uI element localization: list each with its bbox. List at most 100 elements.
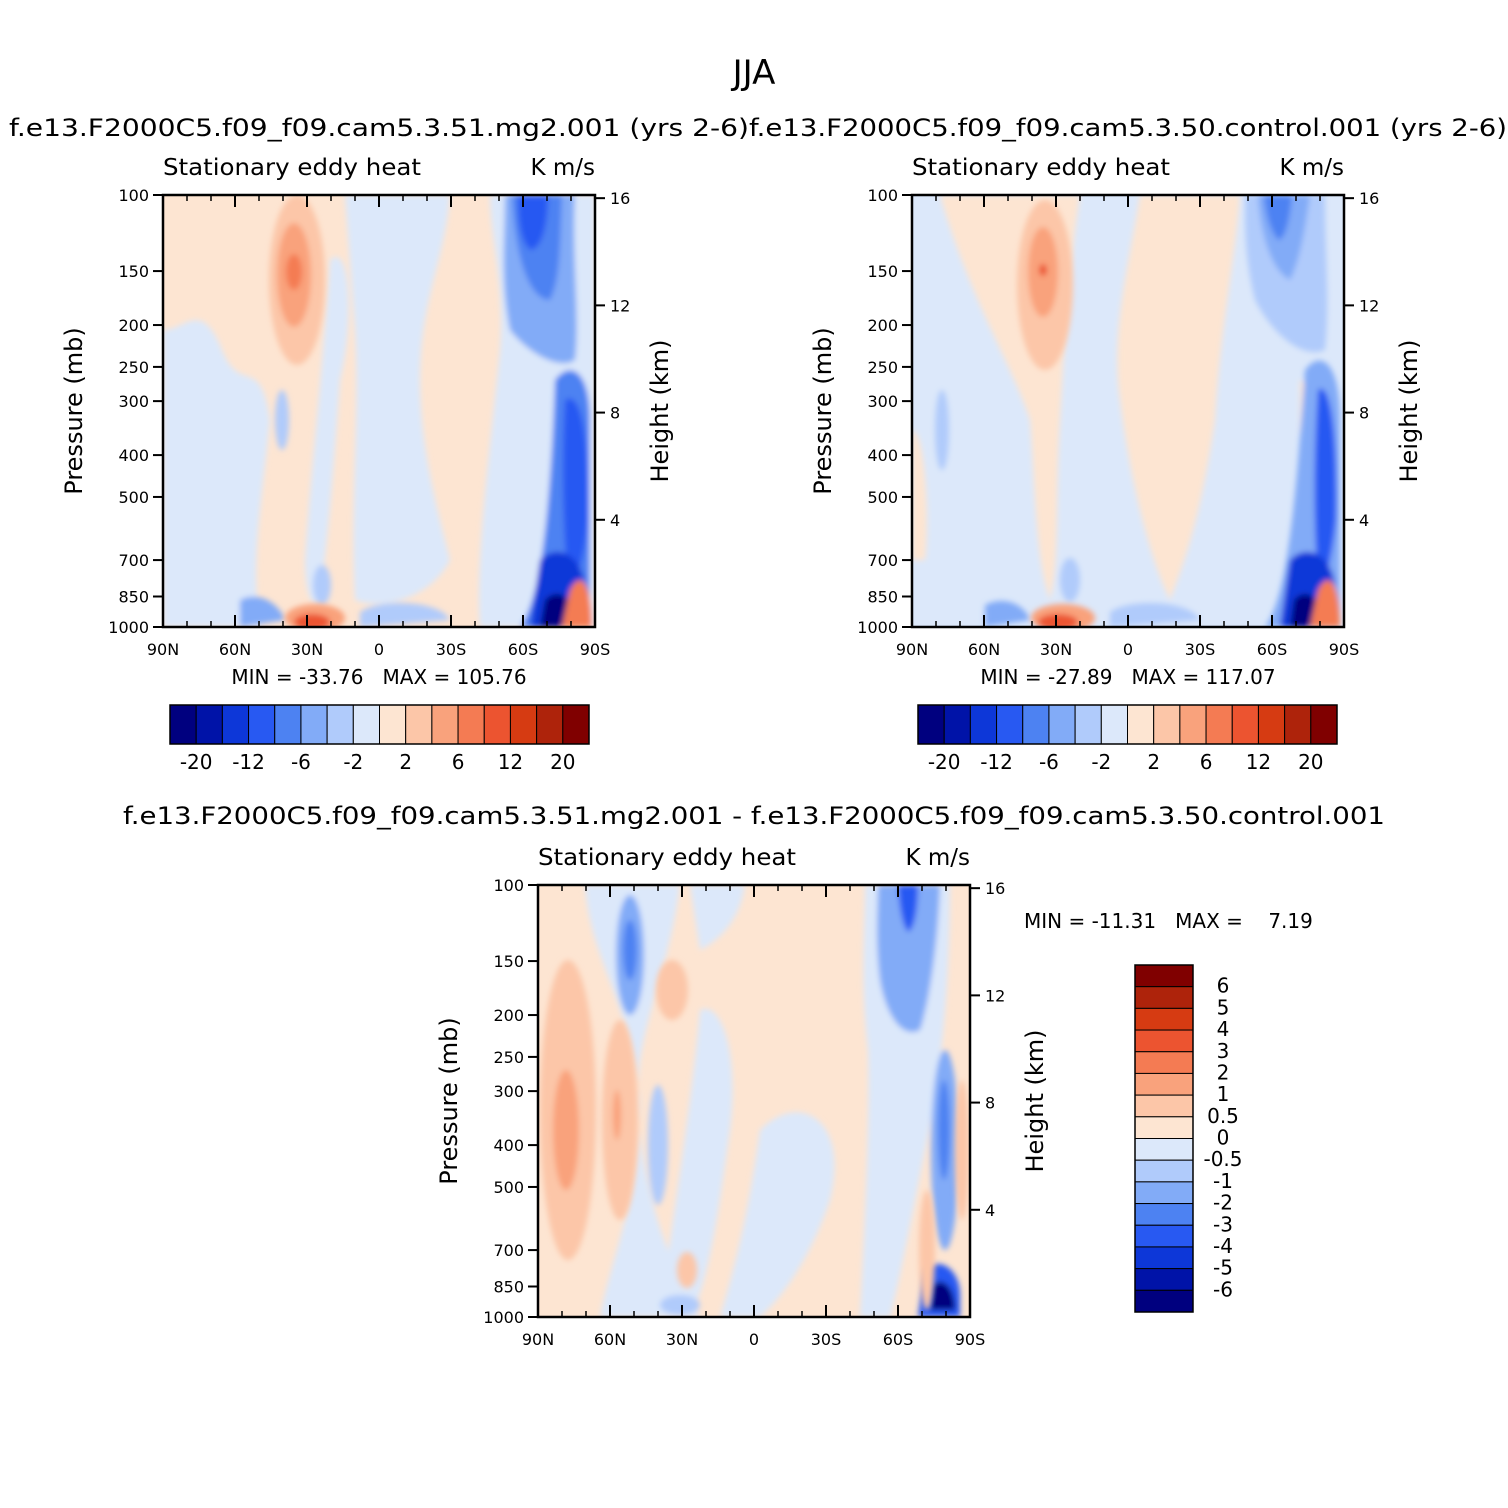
colorbar-label: 4 xyxy=(1217,1017,1230,1041)
panel-diff-red-core-4 xyxy=(613,1090,621,1140)
colorbar-swatch xyxy=(1134,1224,1194,1248)
panel-diff-y2label: Height (km) xyxy=(1021,1030,1049,1173)
page-title: JJA xyxy=(731,53,776,93)
colorbar-label: -20 xyxy=(928,750,961,774)
colorbar-swatch xyxy=(1134,1181,1194,1205)
panel-mg2-right-label: K m/s xyxy=(530,155,595,181)
y2-tick-label: 12 xyxy=(1359,296,1379,315)
colorbar-swatch xyxy=(1153,704,1181,745)
y-tick-label: 400 xyxy=(493,1136,524,1155)
panel-diff-red-upper xyxy=(656,960,688,1020)
panel-control-red-surface xyxy=(1310,580,1340,627)
colorbar-label: -3 xyxy=(1213,1212,1233,1236)
colorbar-label: 5 xyxy=(1217,995,1230,1019)
panel-mg2-axes: 100 150 200 250 300 400 500 700 850 1000 16 12 8 4 90N… xyxy=(108,186,630,659)
y-tick-label: 200 xyxy=(493,1006,524,1025)
colorbar-label: -12 xyxy=(980,750,1013,774)
panel-control-right-label: K m/s xyxy=(1279,155,1344,181)
y-tick-label: 250 xyxy=(118,358,149,377)
panel-diff-left-label: Stationary eddy heat xyxy=(538,845,796,871)
panel-control-red-band-c xyxy=(912,430,927,560)
x-tick-label: 0 xyxy=(749,1330,759,1349)
x-tick-label: 60S xyxy=(1257,640,1288,659)
y2-tick-label: 16 xyxy=(1359,189,1379,208)
panel-diff-blue-band-c xyxy=(690,885,745,950)
colorbar-swatch xyxy=(509,704,538,745)
y2-tick-label: 4 xyxy=(610,511,620,530)
panel-control-red-core-3 xyxy=(1039,264,1047,276)
panel-diff-field xyxy=(538,885,970,1317)
colorbar-swatch xyxy=(300,704,328,745)
x-tick-label: 30S xyxy=(1185,640,1216,659)
y-tick-label: 700 xyxy=(867,551,898,570)
colorbar-swatch xyxy=(1310,704,1338,745)
panel-diff-title: f.e13.F2000C5.f09_f09.cam5.3.51.mg2.001 … xyxy=(123,802,1385,830)
panel-mg2-left-label: Stationary eddy heat xyxy=(163,155,421,181)
colorbar-label: 0 xyxy=(1217,1126,1230,1150)
panel-mg2-ylabel: Pressure (mb) xyxy=(60,327,88,494)
y2-tick-label: 12 xyxy=(985,986,1005,1005)
y2-tick-label: 8 xyxy=(610,404,620,423)
x-tick-label: 30N xyxy=(1040,640,1072,659)
panel-diff-red-lower xyxy=(677,1252,697,1288)
panel-diff-blue-band-b xyxy=(660,1008,733,1317)
x-tick-label: 90N xyxy=(896,640,928,659)
colorbar-swatch xyxy=(221,704,250,745)
colorbar-swatch xyxy=(1134,1116,1194,1139)
y-tick-label: 300 xyxy=(867,392,898,411)
x-tick-label: 90S xyxy=(580,640,611,659)
colorbar-swatch xyxy=(1134,964,1194,988)
colorbar-swatch xyxy=(1127,704,1155,745)
panel-mg2-blue-band-b xyxy=(305,256,349,604)
colorbar-swatch xyxy=(1134,1268,1194,1291)
colorbar-label: -20 xyxy=(180,750,213,774)
colorbar-label: 2 xyxy=(1147,750,1160,774)
colorbar-label: 1 xyxy=(1217,1082,1230,1106)
x-tick-label: 60S xyxy=(508,640,539,659)
y2-tick-label: 16 xyxy=(610,189,630,208)
x-tick-label: 30N xyxy=(291,640,323,659)
colorbar-swatch xyxy=(1134,986,1194,1009)
x-tick-label: 60N xyxy=(219,640,251,659)
x-tick-label: 30S xyxy=(436,640,467,659)
panel-diff-blue-band-d xyxy=(720,1112,835,1317)
y-tick-label: 250 xyxy=(867,358,898,377)
y-tick-label: 300 xyxy=(118,392,149,411)
panel-diff-blue-jet-1 xyxy=(877,885,940,1032)
colorbar-swatch xyxy=(248,704,276,745)
colorbar-swatch xyxy=(352,704,380,745)
panel-diff-stats: MIN = -11.31 MAX = 7.19 xyxy=(1024,909,1313,933)
colorbar-swatch xyxy=(1048,704,1076,745)
colorbar-swatch xyxy=(1231,704,1259,745)
colorbar-swatch xyxy=(1022,704,1050,745)
y-tick-label: 150 xyxy=(867,262,898,281)
panel-diff-blue-left-2 xyxy=(623,920,637,980)
y-tick-label: 200 xyxy=(867,316,898,335)
panel-mg2-blue-blob xyxy=(313,565,331,605)
y2-tick-label: 16 xyxy=(985,879,1005,898)
colorbar-label: 12 xyxy=(498,750,523,774)
colorbar-swatch xyxy=(457,704,485,745)
panel-diff-blue-surface-2 xyxy=(930,1281,955,1310)
y-tick-label: 850 xyxy=(867,588,898,607)
colorbar-swatch xyxy=(379,704,407,745)
colorbar-label: -2 xyxy=(1091,750,1111,774)
colorbar-label: 20 xyxy=(1298,750,1323,774)
y-tick-label: 500 xyxy=(493,1178,524,1197)
y-tick-label: 200 xyxy=(118,316,149,335)
y-tick-label: 700 xyxy=(118,551,149,570)
panel-control-colorbar: -20 -12 -6 -2 2 6 12 20 xyxy=(917,704,1338,774)
y2-tick-label: 4 xyxy=(1359,511,1369,530)
panel-mg2-red-surface xyxy=(562,580,592,627)
colorbar-swatch xyxy=(943,704,971,745)
colorbar-swatch xyxy=(274,704,302,745)
panel-control-axes: 100 150 200 250 300 400 500 700 850 1000 16 12 8 4 90N… xyxy=(857,186,1379,659)
y-tick-label: 150 xyxy=(118,262,149,281)
x-tick-label: 30N xyxy=(666,1330,698,1349)
colorbar-swatch xyxy=(431,704,459,745)
panel-diff-blue-mid xyxy=(648,1085,668,1205)
colorbar-swatch xyxy=(562,704,590,745)
x-tick-label: 90S xyxy=(955,1330,986,1349)
panel-mg2-blue-low-a xyxy=(240,596,285,627)
